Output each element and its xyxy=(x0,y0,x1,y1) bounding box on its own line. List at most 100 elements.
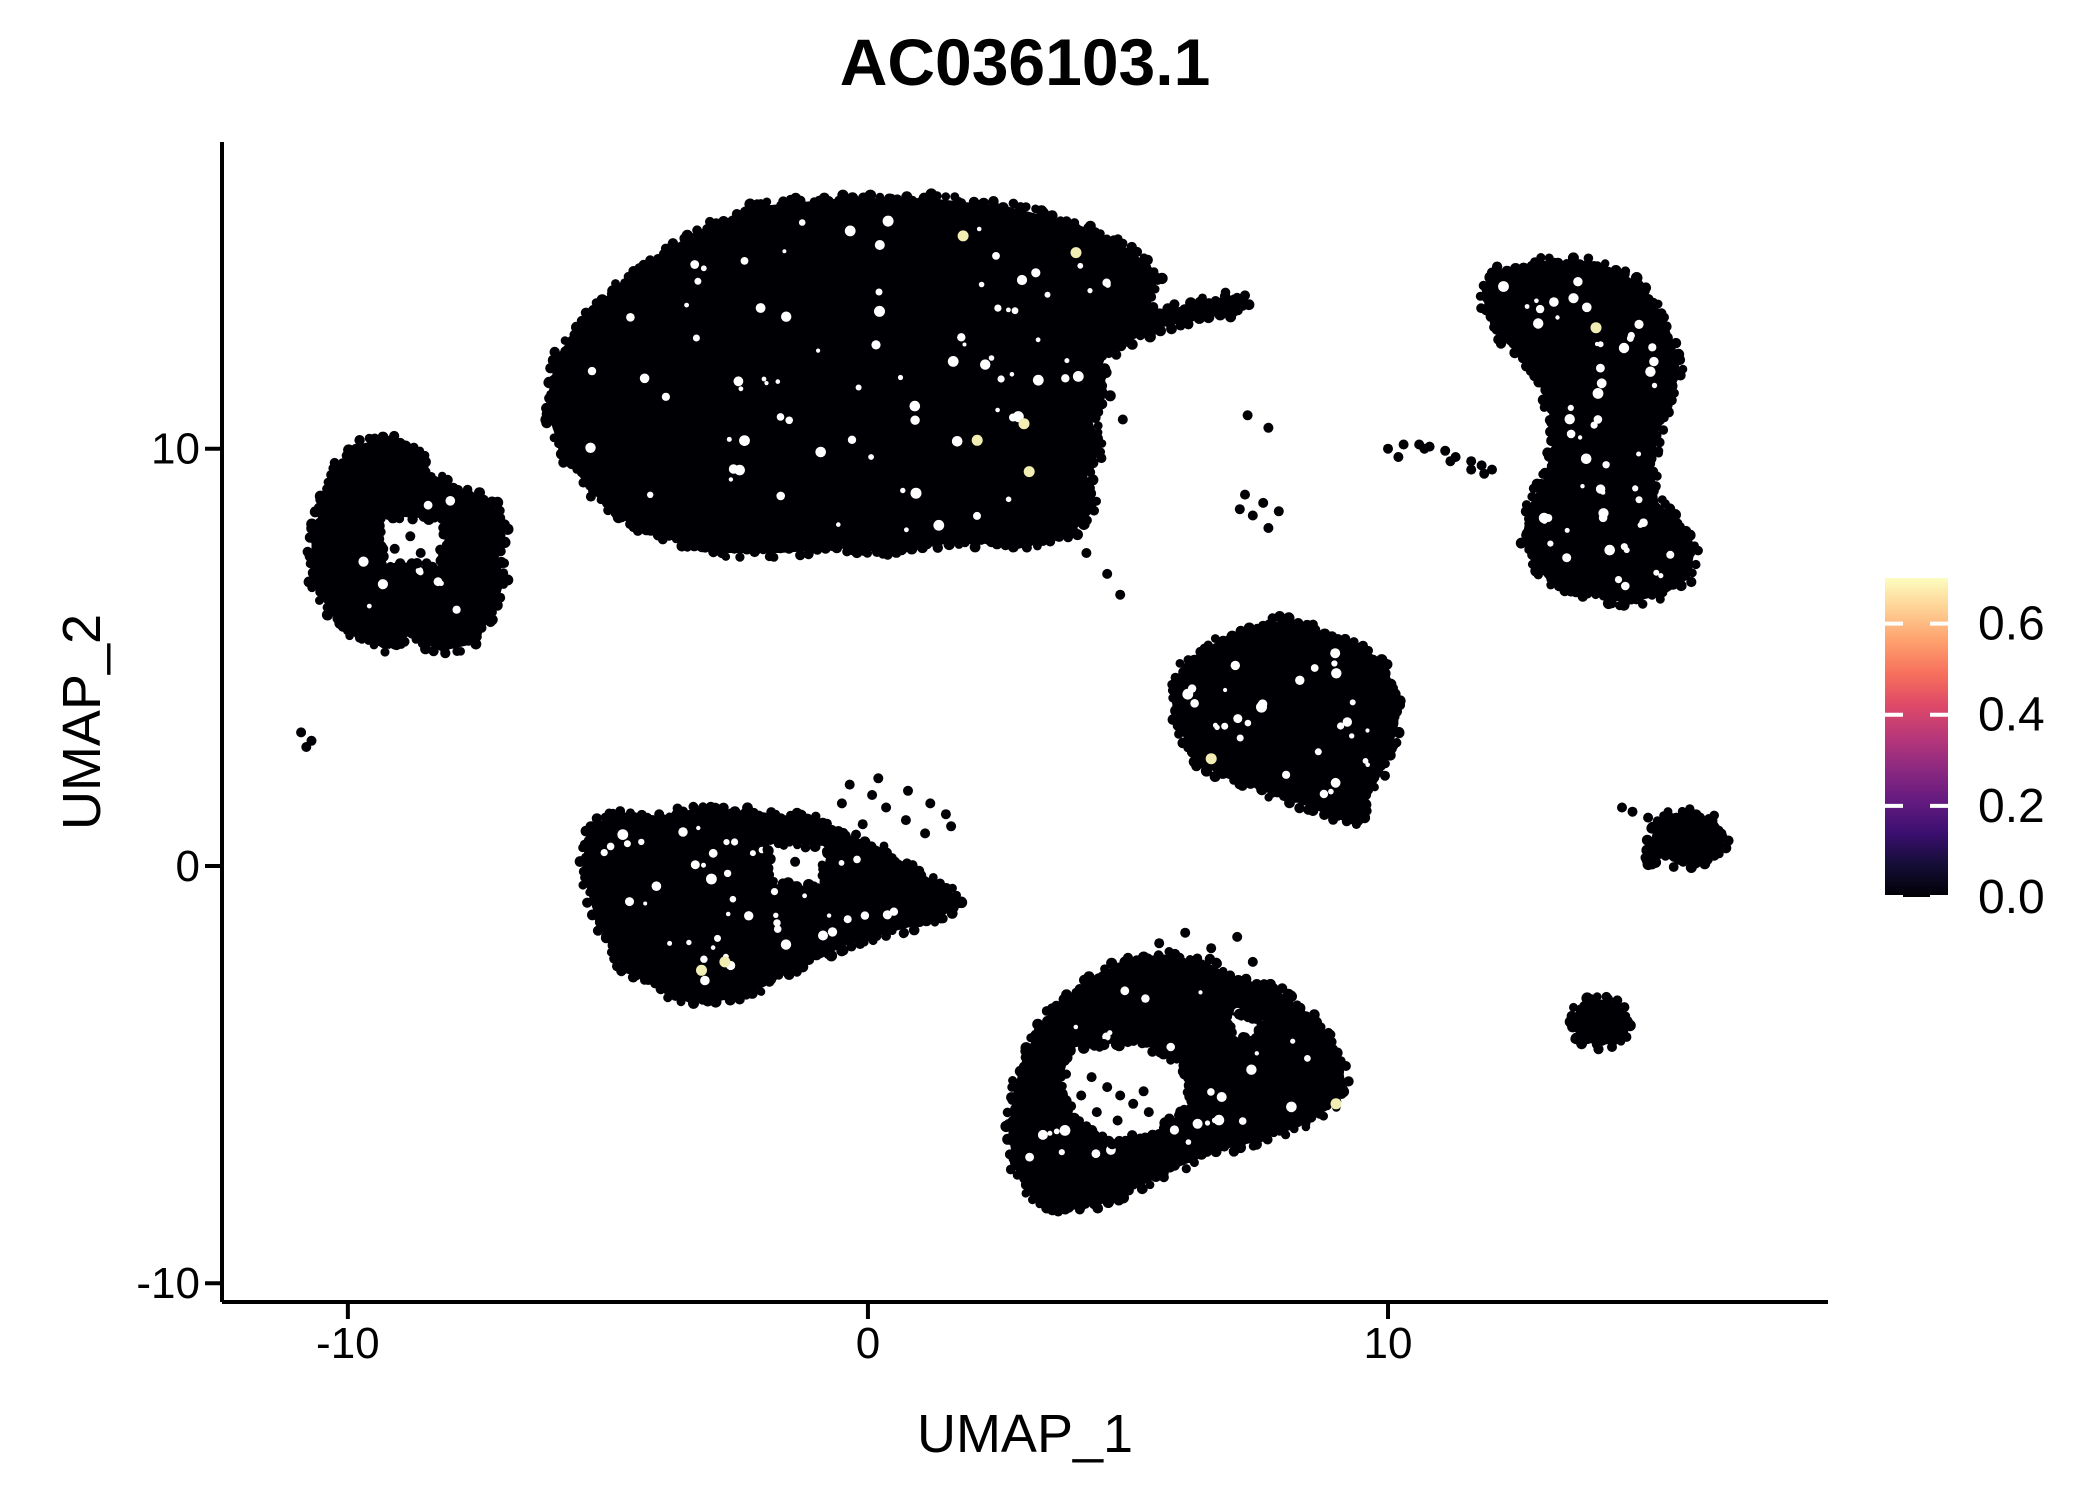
cell-dot xyxy=(1466,456,1477,467)
cluster-top-center-body xyxy=(540,188,1168,600)
cell-dot xyxy=(1247,510,1258,521)
expressing-cell-dot xyxy=(719,956,731,968)
y-tick-label: 0 xyxy=(176,842,200,891)
plot-title: AC036103.1 xyxy=(840,25,1211,99)
y-axis: -10 0 10 xyxy=(136,142,224,1308)
colorbar-gradient xyxy=(1885,578,1948,897)
expression-colorbar-legend: 0.0 0.2 0.4 0.6 xyxy=(1885,578,2045,924)
cell-dot xyxy=(415,548,426,558)
cell-dot xyxy=(1393,452,1404,462)
cluster-right-crescent xyxy=(1475,252,1703,611)
cluster-small-clump-upper xyxy=(1242,410,1274,433)
cell-dot xyxy=(1110,293,1120,304)
cell-dot xyxy=(1086,1072,1097,1083)
cell-dot xyxy=(1128,1098,1139,1109)
expressing-cell-dot xyxy=(1023,466,1035,478)
cell-dot xyxy=(1050,372,1061,383)
cluster-body xyxy=(1481,260,1695,604)
cell-dot xyxy=(844,779,855,790)
cell-dot xyxy=(1419,443,1430,454)
cell-dot xyxy=(1242,410,1253,421)
colorbar-tick-label: 0.2 xyxy=(1978,780,2045,833)
cell-dot xyxy=(940,809,951,820)
cell-dot xyxy=(1643,812,1654,823)
expressing-cell-dot xyxy=(1330,1098,1342,1110)
y-axis-label: UMAP_2 xyxy=(52,614,112,830)
cell-dot xyxy=(1081,548,1092,558)
cell-dot xyxy=(1060,314,1071,325)
cell-dot xyxy=(1263,523,1274,533)
cell-dot xyxy=(1240,489,1250,500)
expressing-cell-dot xyxy=(1590,322,1602,334)
cell-dot xyxy=(1627,806,1638,817)
cluster-tiny-far-left xyxy=(296,727,317,752)
cell-dot xyxy=(1653,817,1664,828)
cell-dot xyxy=(1445,456,1456,467)
x-tick-label: -10 xyxy=(316,1319,380,1368)
cell-dot xyxy=(1466,464,1477,475)
cell-dot xyxy=(873,773,884,784)
colorbar-ticks xyxy=(1885,621,1948,899)
cell-dot xyxy=(881,802,892,813)
cell-dot xyxy=(1206,943,1217,954)
expressing-cell-dot xyxy=(957,230,969,242)
cell-dot xyxy=(1045,422,1055,433)
y-tick-label: -10 xyxy=(136,1259,200,1308)
cell-dot xyxy=(1065,443,1076,454)
cell-dot xyxy=(867,790,878,800)
cell-dot xyxy=(903,785,913,796)
x-axis-ticks: -10 0 10 xyxy=(316,1302,1412,1368)
cell-dot xyxy=(1117,414,1128,425)
cell-dot xyxy=(1138,1086,1149,1097)
x-axis-label: UMAP_1 xyxy=(917,1404,1133,1464)
cluster-body xyxy=(581,807,967,1004)
cell-dot xyxy=(1086,297,1097,308)
expressing-cell-dot xyxy=(971,434,983,446)
scatter-layer xyxy=(296,188,1734,1217)
cluster-left xyxy=(302,430,514,659)
cell-dot xyxy=(857,819,868,830)
expressing-cell-dot xyxy=(1070,247,1082,259)
cell-dot xyxy=(1091,1107,1102,1118)
cell-dot xyxy=(1617,802,1627,813)
x-tick-label: 10 xyxy=(1364,1319,1413,1368)
cell-dot xyxy=(1476,460,1487,471)
cell-dot xyxy=(1232,931,1243,942)
expressing-cell-dot xyxy=(1018,418,1030,430)
cell-dot xyxy=(920,828,931,839)
cell-dot xyxy=(1123,952,1133,963)
cell-dot xyxy=(1263,422,1274,433)
cell-dot xyxy=(1234,504,1245,515)
cluster-small-arc xyxy=(1383,439,1497,479)
colorbar-tick-label: 0.4 xyxy=(1978,689,2045,742)
x-tick-label: 0 xyxy=(856,1319,880,1368)
cell-dot xyxy=(1115,1090,1126,1101)
y-axis-ticks: -10 0 10 xyxy=(136,425,222,1308)
cell-dot xyxy=(946,821,957,832)
cluster-bottom-center xyxy=(1000,927,1354,1217)
colorbar-tick-label: 0.6 xyxy=(1978,598,2045,651)
cell-dot xyxy=(389,543,400,554)
cluster-right-arrow xyxy=(1617,802,1734,873)
x-axis: -10 0 10 xyxy=(222,1300,1828,1368)
cell-dot xyxy=(1076,1090,1087,1101)
cell-dot xyxy=(1479,468,1490,479)
cluster-body xyxy=(545,198,1160,554)
cluster-top-center-arm xyxy=(1077,287,1255,377)
cell-dot xyxy=(1071,343,1081,354)
cell-dot xyxy=(1058,468,1068,479)
cell-dot xyxy=(1487,464,1497,475)
y-tick-label: 10 xyxy=(151,425,200,474)
cell-dot xyxy=(925,798,936,809)
cell-dot xyxy=(301,742,312,752)
expressing-cell-dot xyxy=(696,964,707,976)
cell-dot xyxy=(1273,506,1284,517)
cluster-right-small-blob xyxy=(1564,991,1636,1055)
cell-dot xyxy=(836,798,847,809)
cell-dot xyxy=(1091,389,1102,400)
colorbar-labels: 0.0 0.2 0.4 0.6 xyxy=(1978,598,2045,924)
cluster-body xyxy=(1008,953,1347,1213)
colorbar-tick-label: 0.0 xyxy=(1978,871,2045,924)
